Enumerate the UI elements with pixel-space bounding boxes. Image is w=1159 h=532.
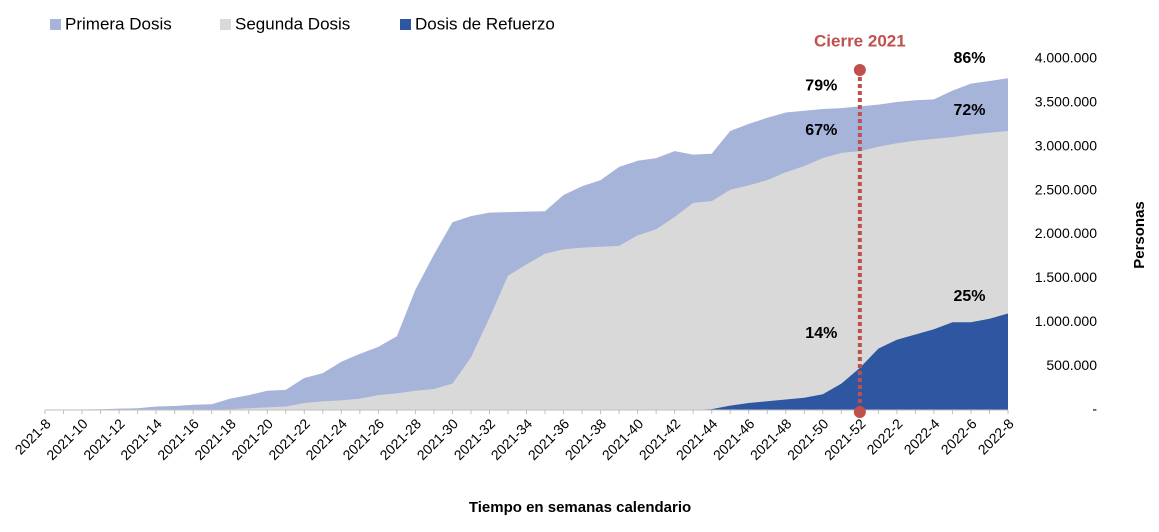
y-tick-label: 1.500.000 [1035, 269, 1097, 285]
legend-swatch [220, 19, 231, 30]
legend-label: Segunda Dosis [235, 14, 350, 33]
marker-label: Cierre 2021 [814, 31, 906, 50]
y-tick-label: 3.000.000 [1035, 137, 1097, 153]
y-tick-label: 3.500.000 [1035, 94, 1097, 110]
legend-swatch [50, 19, 61, 30]
legend-label: Dosis de Refuerzo [415, 14, 555, 33]
marker-dot [853, 406, 866, 418]
y-tick-label: 4.000.000 [1035, 50, 1097, 66]
y-tick-label: 2.000.000 [1035, 225, 1097, 241]
y-axis-title: Personas [1131, 201, 1148, 269]
x-tick-label: 2021-52 [821, 415, 869, 463]
area [45, 313, 1008, 410]
x-tick-label: 2022-4 [901, 415, 943, 457]
x-tick-label: 2022-2 [863, 415, 905, 457]
marker-dot [853, 64, 866, 76]
legend-label: Primera Dosis [65, 14, 172, 33]
annotation: 86% [953, 50, 985, 67]
x-axis-title: Tiempo en semanas calendario [469, 499, 691, 516]
y-tick-label: 500.000 [1046, 357, 1097, 373]
annotation: 72% [953, 102, 985, 119]
x-tick-label: 2022-8 [975, 415, 1017, 457]
area [45, 130, 1008, 410]
annotation: 14% [805, 325, 837, 342]
x-tick-label: 2022-6 [938, 415, 980, 457]
annotation: 67% [805, 122, 837, 139]
y-tick-label: - [1092, 401, 1097, 417]
annotation: 25% [953, 288, 985, 305]
annotation: 79% [805, 77, 837, 94]
y-tick-label: 1.000.000 [1035, 313, 1097, 329]
legend-swatch [400, 19, 411, 30]
y-tick-label: 2.500.000 [1035, 181, 1097, 197]
